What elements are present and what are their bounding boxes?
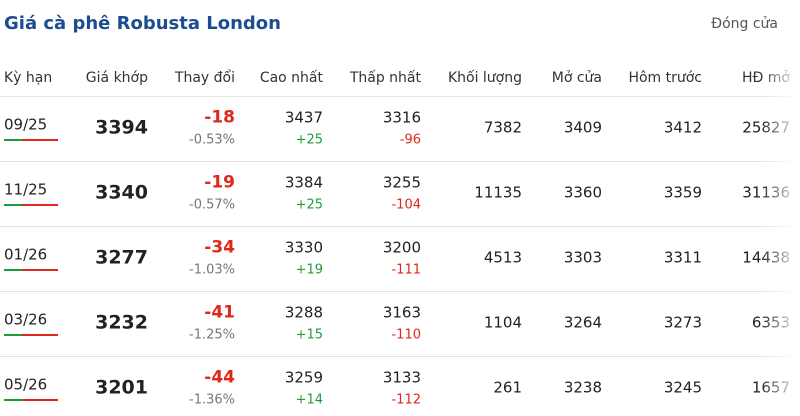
change-pct: -0.57%	[189, 197, 235, 213]
price: 3340	[95, 181, 148, 204]
change: -19	[204, 172, 235, 193]
term-bar-green	[4, 139, 22, 141]
term-bar-green	[4, 399, 22, 401]
prev: 3245	[663, 378, 702, 397]
edge-fade	[760, 60, 800, 416]
price: 3394	[95, 116, 148, 139]
prev: 3359	[663, 183, 702, 202]
term-bar-green	[4, 334, 22, 336]
price: 3277	[95, 246, 148, 269]
header-separator	[0, 96, 800, 97]
volume: 11135	[474, 183, 522, 202]
price: 3201	[95, 376, 148, 399]
term-bar-red	[22, 334, 58, 336]
column-header: Cao nhất	[259, 70, 323, 86]
prev: 3412	[663, 118, 702, 137]
change-pct: -1.25%	[189, 327, 235, 343]
volume: 7382	[483, 118, 522, 137]
term-bar-red	[22, 399, 58, 401]
high-change: +15	[295, 327, 323, 343]
change-pct: -0.53%	[189, 132, 235, 148]
term: 09/25	[4, 115, 48, 134]
high-change: +25	[295, 197, 323, 213]
change: -41	[204, 302, 235, 323]
column-header: Hôm trước	[628, 70, 702, 86]
high-change: +14	[295, 392, 323, 408]
term: 11/25	[4, 180, 48, 199]
open: 3409	[563, 118, 602, 137]
row-separator	[0, 226, 800, 227]
open: 3303	[563, 248, 602, 267]
row-separator	[0, 356, 800, 357]
high: 3384	[284, 173, 323, 192]
high-change: +19	[295, 262, 323, 278]
high: 3437	[284, 108, 323, 127]
low-change: -111	[391, 262, 421, 278]
open: 3360	[563, 183, 602, 202]
column-header: Thấp nhất	[349, 70, 421, 86]
term-bar-green	[4, 204, 22, 206]
change-pct: -1.03%	[189, 262, 235, 278]
row-separator	[0, 291, 800, 292]
term-bar-red	[22, 204, 58, 206]
low: 3255	[382, 173, 421, 192]
column-header: Thay đổi	[174, 70, 235, 86]
high-change: +25	[295, 132, 323, 148]
prev: 3311	[663, 248, 702, 267]
high: 3288	[284, 303, 323, 322]
volume: 261	[493, 378, 522, 397]
status: Đóng cửa	[711, 16, 778, 32]
term-bar-green	[4, 269, 22, 271]
prev: 3273	[663, 313, 702, 332]
volume: 1104	[483, 313, 522, 332]
change: -18	[204, 107, 235, 128]
change-pct: -1.36%	[189, 392, 235, 408]
low: 3133	[382, 368, 421, 387]
column-header: Giá khớp	[85, 70, 148, 86]
term-bar-red	[22, 269, 58, 271]
term-bar-red	[22, 139, 58, 141]
high: 3259	[284, 368, 323, 387]
price: 3232	[95, 311, 148, 334]
high: 3330	[284, 238, 323, 257]
column-header: Mở cửa	[551, 70, 602, 86]
term: 01/26	[4, 245, 48, 264]
low-change: -112	[391, 392, 421, 408]
open: 3264	[563, 313, 602, 332]
row-separator	[0, 161, 800, 162]
low: 3316	[382, 108, 421, 127]
low-change: -110	[391, 327, 421, 343]
change: -34	[204, 237, 235, 258]
column-header: Kỳ hạn	[4, 70, 53, 86]
term: 03/26	[4, 310, 48, 329]
volume: 4513	[483, 248, 522, 267]
term: 05/26	[4, 375, 48, 394]
column-header: Khối lượng	[447, 70, 522, 86]
low-change: -104	[391, 197, 421, 213]
low: 3163	[382, 303, 421, 322]
low-change: -96	[399, 132, 421, 148]
change: -44	[204, 367, 235, 388]
open: 3238	[563, 378, 602, 397]
title: Giá cà phê Robusta London	[4, 13, 281, 34]
low: 3200	[382, 238, 421, 257]
